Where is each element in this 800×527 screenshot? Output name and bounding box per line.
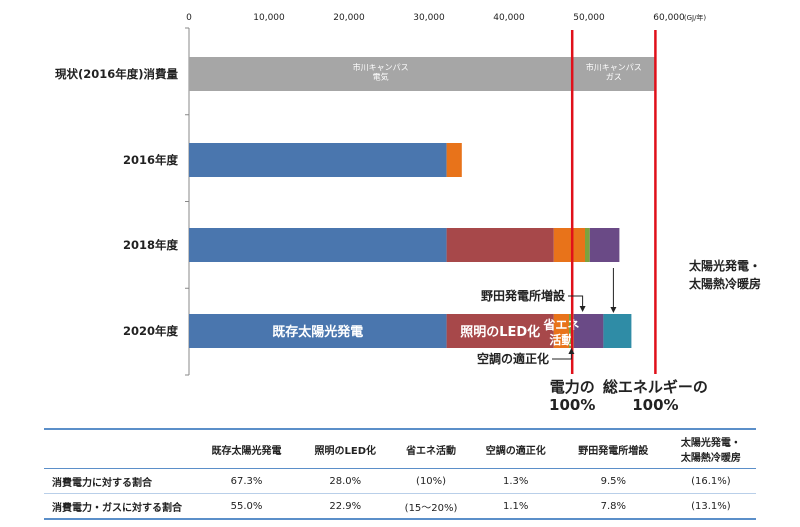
- arrow-head: [579, 306, 586, 312]
- ratio-table: 既存太陽光発電 照明のLED化 省エネ活動 空調の適正化 野田発電所増設 太陽光…: [44, 428, 756, 520]
- annotation-arrow: [568, 295, 584, 309]
- x-tick-label: 0: [186, 13, 192, 23]
- bar-segment: [572, 57, 656, 91]
- table-cell: 9.5%: [560, 468, 666, 494]
- table-cell: (10%): [391, 468, 471, 494]
- bar-segment: [446, 228, 554, 262]
- arrow-head: [610, 307, 617, 313]
- table-header-row: 既存太陽光発電 照明のLED化 省エネ活動 空調の適正化 野田発電所増設 太陽光…: [44, 428, 756, 469]
- bar-segment: [446, 143, 462, 177]
- bar-label: 照明のLED化: [460, 324, 540, 340]
- table-cell: (16.1%): [665, 468, 756, 494]
- table-cell: 1.3%: [470, 468, 561, 494]
- table-header-blank: [44, 428, 194, 469]
- reference-line-label: 電力の 100%: [549, 378, 595, 414]
- bar-segment: [189, 314, 447, 348]
- bar-segment: [189, 228, 447, 262]
- reference-line-label: 総エネルギーの 100%: [603, 378, 708, 414]
- row-label: 消費電力に対する割合: [44, 468, 194, 494]
- arrow-head: [568, 348, 575, 354]
- stacked-bar-chart: 0 10,000 20,000 30,000 40,000 50,000 60,000 (GJ…: [55, 13, 761, 414]
- bar-label: 市川キャンパス電気: [353, 62, 409, 82]
- table-header-aircon: 空調の適正化: [470, 428, 561, 469]
- x-tick-label: 40,000: [493, 13, 525, 23]
- table-cell: 67.3%: [194, 468, 300, 494]
- bar-segment: [585, 228, 590, 262]
- bar-segment: [589, 228, 620, 262]
- table-cell: (15〜20%): [391, 493, 471, 520]
- table-header-energy-saving: 省エネ活動: [391, 428, 471, 469]
- bar-label: 省エネ活動: [542, 317, 579, 347]
- table-cell: 7.8%: [560, 493, 666, 520]
- x-tick-label: 10,000: [253, 13, 285, 23]
- annotation-label: 太陽光発電・太陽熱冷暖房: [689, 258, 761, 291]
- table-row: 消費電力に対する割合 67.3% 28.0% (10%) 1.3% 9.5% (…: [44, 468, 756, 494]
- x-axis-unit: (GJ/年): [684, 13, 707, 22]
- table-row: 消費電力・ガスに対する割合 55.0% 22.9% (15〜20%) 1.1% …: [44, 493, 756, 520]
- x-tick-label: 20,000: [333, 13, 365, 23]
- table-header-existing-solar: 既存太陽光発電: [194, 428, 300, 469]
- table-cell: 1.1%: [470, 493, 561, 520]
- table-header-solar-heat: 太陽光発電・ 太陽熱冷暖房: [665, 428, 756, 469]
- category-label: 2020年度: [123, 324, 179, 338]
- category-label: 2018年度: [123, 238, 179, 252]
- bar-label: 市川キャンパスガス: [586, 62, 642, 82]
- annotation-label: 空調の適正化: [477, 351, 549, 366]
- x-tick-label: 30,000: [413, 13, 445, 23]
- category-label: 現状(2016年度)消費量: [55, 67, 179, 81]
- bar-segment: [189, 143, 447, 177]
- bar-segment: [603, 314, 632, 348]
- bar-segment: [446, 314, 554, 348]
- table-cell: 55.0%: [194, 493, 300, 520]
- annotation-arrow: [552, 352, 572, 360]
- x-tick-label: 60,000: [653, 13, 685, 23]
- table-header-noda-plant: 野田発電所増設: [560, 428, 666, 469]
- bar-segment: [553, 228, 585, 262]
- table-cell: 22.9%: [299, 493, 392, 520]
- table-header-led: 照明のLED化: [299, 428, 392, 469]
- bar-segment: [573, 314, 604, 348]
- annotation-label: 野田発電所増設: [481, 288, 566, 303]
- category-label: 2016年度: [123, 153, 179, 167]
- row-label: 消費電力・ガスに対する割合: [44, 493, 194, 520]
- x-tick-label: 50,000: [573, 13, 605, 23]
- bar-segment: [189, 57, 573, 91]
- bar-segment: [553, 314, 569, 348]
- table-cell: (13.1%): [665, 493, 756, 520]
- bar-label: 既存太陽光発電: [272, 324, 363, 340]
- table-cell: 28.0%: [299, 468, 392, 494]
